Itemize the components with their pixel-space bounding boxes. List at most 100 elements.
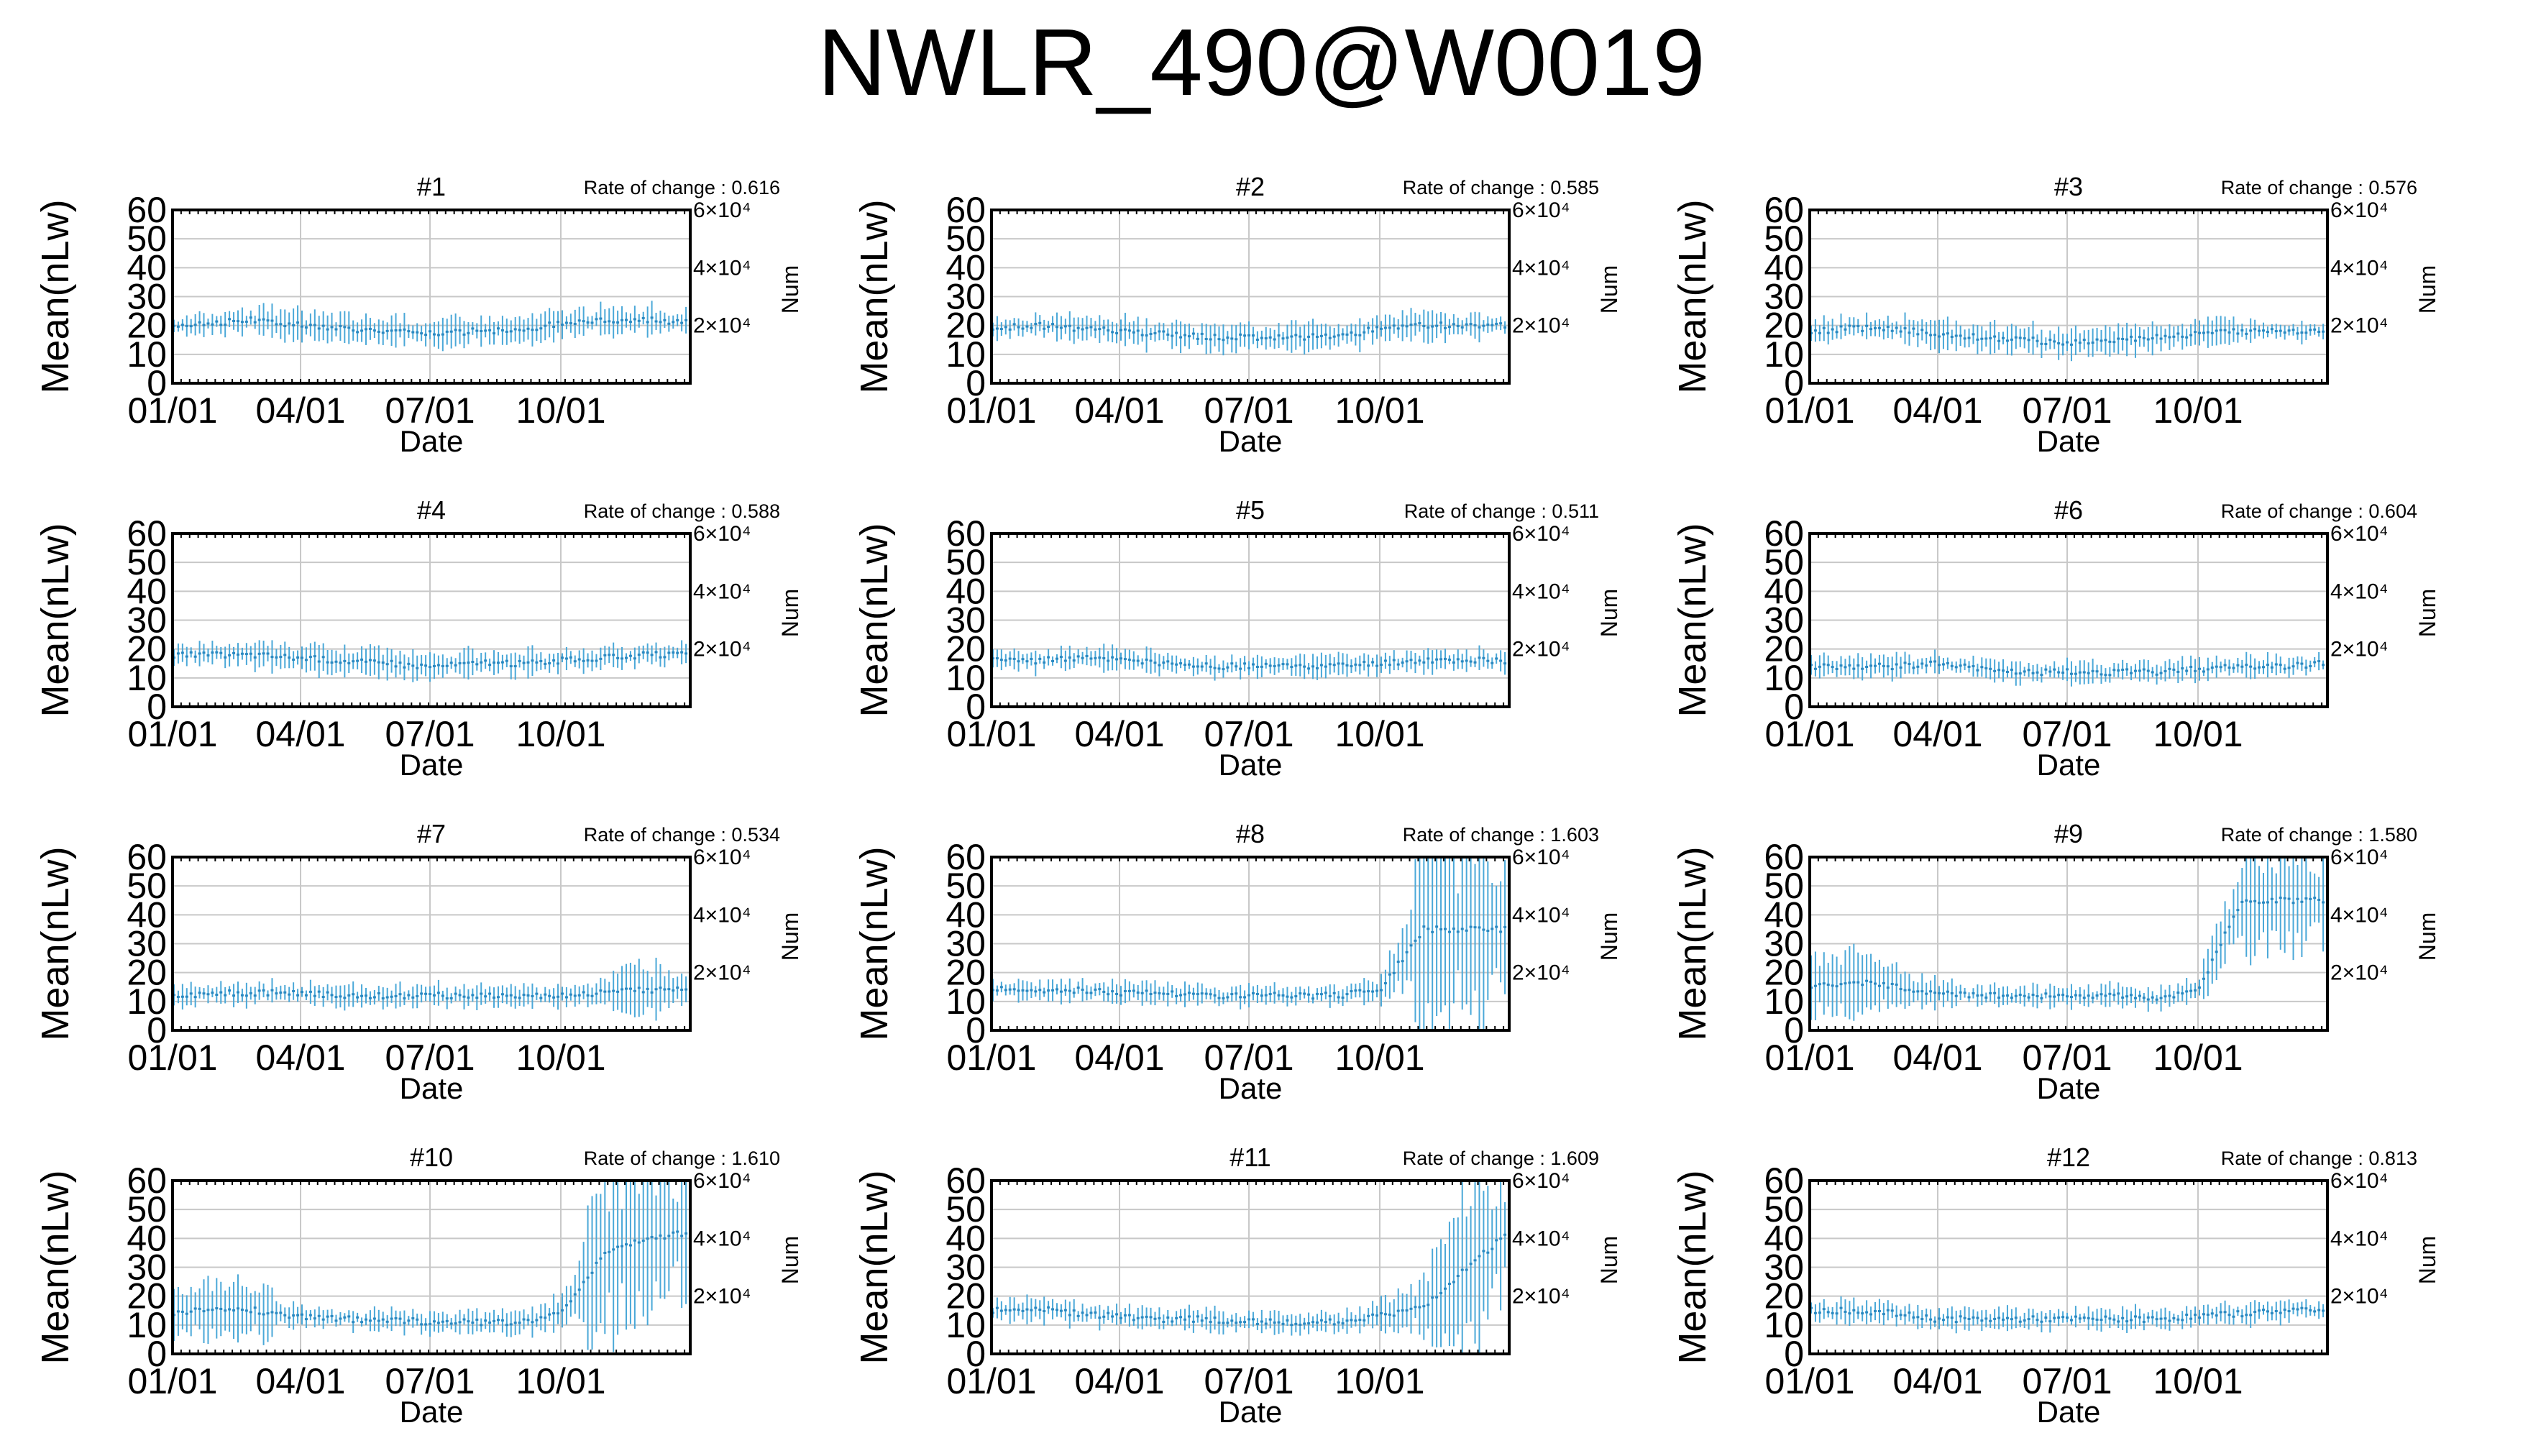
y2-tick-label: 4×10⁴ [693, 903, 751, 927]
x-tick-label: 01/01 [946, 1038, 1036, 1078]
y-tick-label: 40 [1764, 894, 1804, 935]
y-axis-label: Mean(nLw) [34, 199, 77, 393]
y-tick-label: 20 [1764, 306, 1804, 346]
x-axis-label: Date [400, 748, 464, 782]
panel-title: #5 [1236, 495, 1265, 525]
y-tick-label: 0 [966, 1334, 986, 1374]
x-tick-label: 04/01 [1892, 390, 1982, 431]
rate-of-change-label: Rate of change : 0.604 [2221, 500, 2417, 522]
y-tick-label: 10 [127, 1305, 167, 1345]
y2-tick-label: 2×10⁴ [693, 314, 751, 338]
y-tick-label: 20 [945, 306, 986, 346]
y-tick-label: 0 [147, 687, 167, 727]
plot-frame [990, 856, 1511, 1032]
y-tick-label: 0 [1784, 363, 1804, 403]
y-tick-label: 30 [945, 1247, 986, 1288]
x-tick-label: 07/01 [2022, 390, 2112, 431]
y-tick-label: 10 [1764, 334, 1804, 375]
x-tick-label: 01/01 [127, 1361, 217, 1401]
plot-frame [1808, 532, 2329, 708]
y-tick-label: 30 [1764, 1247, 1804, 1288]
x-tick-label: 04/01 [1074, 390, 1164, 431]
y-tick-label: 20 [945, 953, 986, 993]
x-axis-label: Date [400, 1071, 464, 1105]
y-tick-label: 60 [127, 513, 167, 554]
x-tick-label: 07/01 [1204, 1361, 1293, 1401]
y-axis-label: Mean(nLw) [853, 1170, 896, 1364]
x-tick-label: 10/01 [516, 1361, 605, 1401]
y-tick-label: 0 [966, 1010, 986, 1050]
x-tick-label: 04/01 [1074, 1361, 1164, 1401]
y-tick-label: 30 [127, 1247, 167, 1288]
chart-panel-9: 0 10 20 30 40 50 60 01/01 04/01 07/01 10/01 2×10⁴ 4×… [1637, 812, 2464, 1132]
y-tick-label: 50 [127, 219, 167, 259]
y2-tick-label: 6×10⁴ [693, 198, 751, 222]
x-tick-label: 10/01 [1334, 1361, 1424, 1401]
panel-title: #9 [2054, 819, 2083, 848]
y-tick-label: 0 [966, 363, 986, 403]
rate-of-change-label: Rate of change : 0.588 [584, 500, 780, 522]
y-tick-label: 10 [945, 981, 986, 1022]
x-tick-label: 04/01 [255, 390, 345, 431]
rate-of-change-label: Rate of change : 1.610 [584, 1148, 780, 1169]
y2-tick-label: 4×10⁴ [693, 256, 751, 280]
x-tick-label: 10/01 [2153, 1361, 2243, 1401]
y-tick-label: 60 [945, 1160, 986, 1201]
y2-tick-label: 2×10⁴ [1512, 638, 1570, 661]
y2-tick-label: 4×10⁴ [2330, 580, 2388, 603]
y-tick-label: 20 [127, 953, 167, 993]
y-tick-label: 50 [1764, 866, 1804, 906]
x-tick-label: 07/01 [2022, 1361, 2112, 1401]
y2-tick-label: 4×10⁴ [1512, 903, 1570, 927]
y-axis-label: Mean(nLw) [1671, 846, 1714, 1040]
data-series [172, 1181, 688, 1352]
rate-of-change-label: Rate of change : 0.813 [2221, 1148, 2417, 1169]
y2-tick-label: 4×10⁴ [693, 580, 751, 603]
y-tick-label: 60 [945, 837, 986, 877]
y2-tick-label: 4×10⁴ [693, 1227, 751, 1250]
data-series [991, 644, 1507, 681]
y2-tick-label: 2×10⁴ [2330, 314, 2388, 338]
y2-axis-label: Num [1596, 589, 1622, 638]
y-tick-label: 40 [945, 571, 986, 611]
y-tick-label: 20 [1764, 953, 1804, 993]
data-series [991, 308, 1507, 356]
y-tick-label: 30 [945, 924, 986, 964]
y-tick-label: 40 [1764, 247, 1804, 288]
data-series [1809, 312, 2325, 362]
y-tick-label: 60 [127, 1160, 167, 1201]
y2-axis-label: Num [2414, 1236, 2440, 1285]
y-tick-label: 0 [147, 363, 167, 403]
y-tick-label: 0 [147, 1334, 167, 1374]
chart-panel-4: 0 10 20 30 40 50 60 01/01 04/01 07/01 10/01 2×10⁴ 4×… [0, 489, 827, 809]
x-tick-label: 01/01 [946, 390, 1036, 431]
x-tick-label: 07/01 [385, 714, 475, 754]
y-tick-label: 40 [1764, 571, 1804, 611]
x-tick-label: 07/01 [1204, 714, 1293, 754]
x-tick-label: 07/01 [385, 1361, 475, 1401]
panel-title: #1 [417, 172, 446, 201]
data-series [1809, 649, 2325, 687]
y2-tick-label: 6×10⁴ [693, 846, 751, 869]
y-tick-label: 40 [1764, 1218, 1804, 1258]
y2-tick-label: 6×10⁴ [1512, 522, 1570, 546]
y-tick-label: 60 [945, 190, 986, 230]
panel-title: #8 [1236, 819, 1265, 848]
y-tick-label: 40 [945, 894, 986, 935]
y-tick-label: 20 [127, 629, 167, 669]
x-tick-label: 07/01 [1204, 1038, 1293, 1078]
y-tick-label: 20 [127, 1276, 167, 1317]
y-tick-label: 10 [1764, 658, 1804, 698]
